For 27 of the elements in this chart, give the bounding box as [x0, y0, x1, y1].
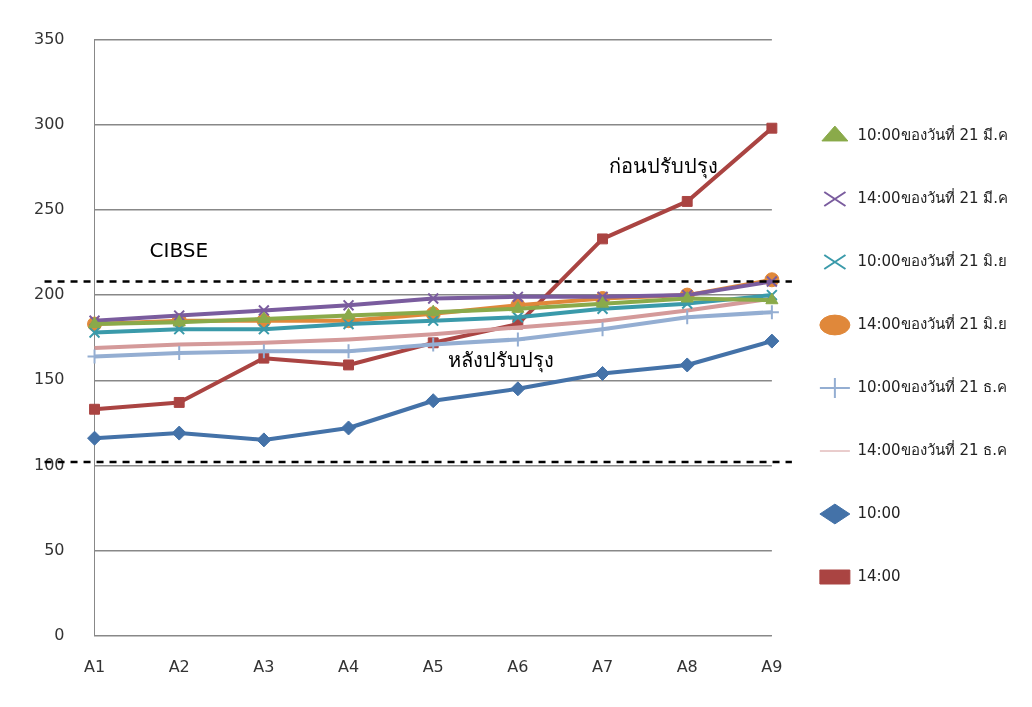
x-tick-label: A2: [168, 656, 190, 676]
legend-label: 10:00ของวันที่ 21 ธ.ค: [857, 375, 1008, 396]
y-tick-label: 0: [54, 624, 65, 644]
y-tick-label: 350: [33, 28, 65, 48]
legend-label: 14:00ของวันที่ 21 มิ.ย: [857, 312, 1008, 333]
x-tick-label: A1: [83, 656, 106, 676]
annotation: ก่อนปรับปรุง: [609, 153, 719, 179]
ref-line-label: CIBSE: [149, 237, 209, 262]
x-tick-label: A4: [337, 656, 360, 676]
x-tick-label: A5: [422, 656, 444, 676]
x-tick-label: A7: [591, 656, 614, 676]
y-tick-label: 150: [33, 369, 65, 389]
x-tick-label: A3: [253, 656, 275, 676]
legend-label: 10:00: [857, 503, 901, 522]
annotation: หลังปรับปรุง: [447, 347, 554, 373]
x-tick-label: A8: [676, 656, 698, 676]
legend-label: 10:00ของวันที่ 21 มี.ค: [857, 123, 1009, 144]
legend-label: 10:00ของวันที่ 21 มิ.ย: [857, 249, 1008, 270]
y-tick-label: 50: [44, 539, 65, 559]
x-tick-label: A9: [761, 656, 783, 676]
x-tick-label: A6: [507, 656, 529, 676]
y-tick-label: 250: [33, 199, 65, 219]
legend-label: 14:00: [857, 566, 901, 585]
y-tick-label: 200: [33, 284, 65, 304]
legend-label: 14:00ของวันที่ 21 มี.ค: [857, 186, 1009, 207]
legend-label: 14:00ของวันที่ 21 ธ.ค: [857, 438, 1008, 459]
y-tick-label: 300: [33, 113, 65, 133]
